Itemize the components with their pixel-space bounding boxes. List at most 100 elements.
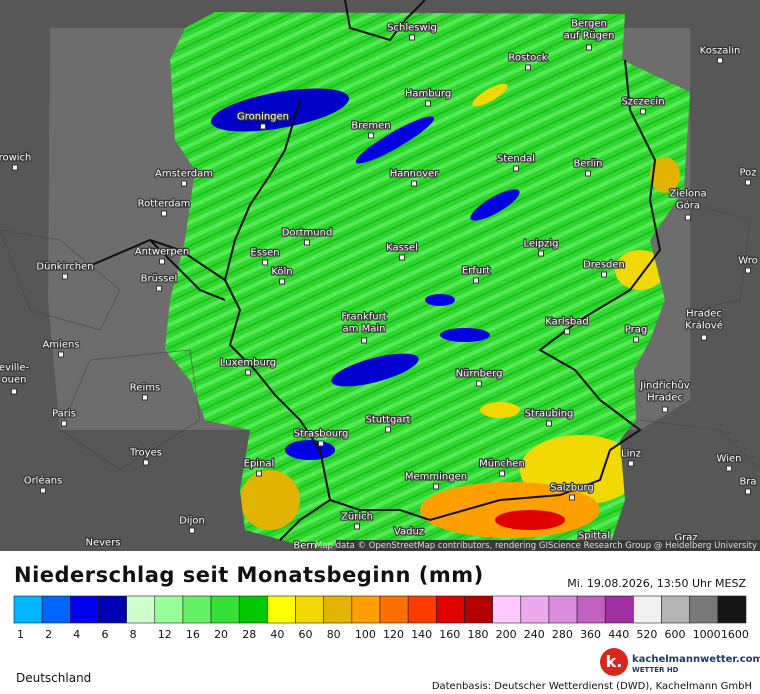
city-label: München (479, 459, 525, 470)
legend-swatch (323, 595, 353, 624)
city-marker (745, 267, 751, 274)
city-marker (473, 277, 479, 284)
border-line (149, 239, 226, 281)
city-label: Groningen (237, 112, 289, 123)
legend-tick-label: 140 (411, 628, 432, 641)
legend-tick-label: 20 (214, 628, 228, 641)
city-label: Troyes (129, 448, 162, 459)
city-label: Amiens (42, 340, 79, 351)
precip-patch (650, 157, 680, 193)
city-label: Jindřichův (639, 380, 689, 392)
legend: 1 2 4 6 8 12 16 20 28 40 60 80 100 120 140 160 180 200 240… (13, 595, 749, 641)
region: Deutschland (16, 671, 92, 685)
legend-swatch (661, 595, 690, 624)
city-marker (433, 483, 439, 490)
border-line (79, 238, 226, 301)
precip-patch (440, 328, 490, 342)
city-marker (525, 64, 531, 71)
legend-tick-label: 1000 (693, 628, 721, 641)
border-line (279, 499, 331, 541)
legend-tick-label: 100 (355, 628, 376, 641)
city-marker (685, 214, 691, 221)
city-label: Hannover (390, 169, 440, 180)
city-marker (499, 470, 505, 477)
city-marker (476, 380, 482, 387)
precip-patch (355, 116, 435, 164)
legend-swatch (520, 595, 550, 624)
city-label: Bra (739, 477, 756, 488)
city-label: Dortmund (282, 228, 333, 239)
city-marker (368, 132, 374, 139)
legend-tick-label: 240 (524, 628, 545, 641)
legend-tick-label: 8 (130, 628, 137, 641)
city-marker (304, 239, 310, 246)
city-marker (745, 488, 751, 495)
city-label: Nevers (85, 538, 120, 549)
city-marker (411, 180, 417, 187)
city-label: Bern (293, 541, 316, 552)
legend-tick-label: 80 (327, 628, 341, 641)
city-marker (425, 100, 431, 107)
border-line (344, 0, 426, 42)
admin-line (59, 349, 201, 471)
city-label: Köln (271, 267, 292, 278)
legend-tick-label: 120 (383, 628, 404, 641)
city-label: Dresden (583, 260, 625, 271)
legend-swatch (351, 595, 381, 624)
legend-swatch (604, 595, 634, 624)
city-marker (601, 271, 607, 278)
city-label: Hradec (686, 309, 722, 320)
borders (79, 0, 662, 541)
city-label: Antwerpen (135, 247, 189, 258)
source: Datenbasis: Deutscher Wetterdienst (DWD)… (431, 681, 752, 692)
legend-swatch (267, 595, 296, 624)
city-label: Wien (717, 454, 742, 465)
precip-patch (425, 294, 455, 306)
city-marker (633, 336, 639, 343)
city-label: Essen (250, 248, 279, 259)
city-marker (142, 394, 148, 401)
city-label: Leipzig (523, 239, 558, 250)
legend-tick-label: 180 (467, 628, 488, 641)
city-label: rowich (0, 153, 31, 164)
precip-patch (495, 510, 565, 530)
city-label: Reims (130, 383, 160, 394)
legend-tick-label: 440 (608, 628, 629, 641)
city-marker (640, 108, 646, 115)
city-marker (409, 34, 415, 41)
legend-swatch (98, 595, 127, 624)
legend-tick-label: 200 (496, 628, 517, 641)
city-marker (12, 164, 18, 171)
precip-patch (331, 353, 419, 387)
legend-tick-label: 1 (17, 628, 24, 641)
city-marker (181, 180, 187, 187)
legend-tick-label: 6 (101, 628, 108, 641)
legend-tick-label: 4 (73, 628, 80, 641)
logo-mark: k. (600, 648, 628, 676)
precip-patch (480, 402, 520, 418)
legend-swatch (407, 595, 437, 624)
city-label: Dünkirchen (36, 262, 93, 273)
city-label: Frankfurt (341, 312, 386, 323)
legend-tick-label: 600 (665, 628, 686, 641)
city-marker (564, 328, 570, 335)
city-marker (385, 426, 391, 433)
legend-swatch (633, 595, 662, 624)
city-marker (585, 170, 591, 177)
city-marker (156, 285, 162, 292)
city-label: Zielona (669, 189, 706, 200)
city-marker (62, 273, 68, 280)
city-label: Straubing (525, 409, 574, 420)
precip-patch (240, 470, 300, 530)
legend-swatch (548, 595, 578, 624)
city-marker (279, 278, 285, 285)
legend-tick-label: 60 (299, 628, 313, 641)
city-marker (58, 351, 64, 358)
city-marker (586, 44, 592, 51)
city-label: Králové (685, 320, 723, 332)
city-marker (159, 258, 165, 265)
city-marker (61, 420, 67, 427)
precip-patch (472, 83, 508, 107)
